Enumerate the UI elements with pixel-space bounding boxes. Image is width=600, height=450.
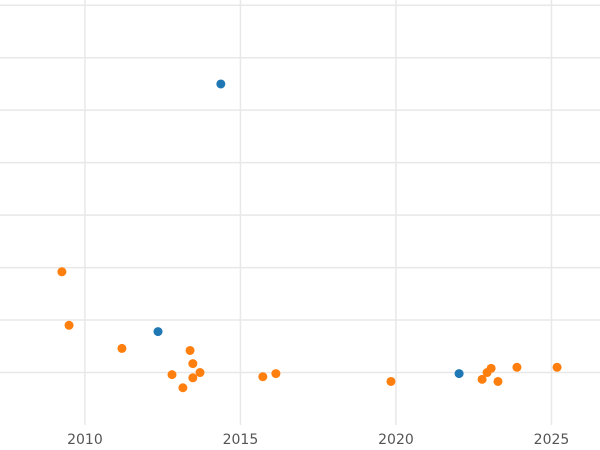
point: [216, 79, 226, 89]
point: [477, 374, 487, 384]
x-tick-label: 2010: [67, 432, 103, 448]
point: [552, 362, 562, 372]
point: [188, 373, 198, 383]
point: [64, 320, 74, 330]
point: [57, 267, 67, 277]
point: [271, 369, 281, 379]
point: [258, 372, 268, 382]
point: [195, 368, 205, 378]
x-tick-label: 2020: [378, 432, 414, 448]
point: [188, 359, 198, 369]
point: [386, 376, 396, 386]
point: [493, 376, 503, 386]
point: [512, 362, 522, 372]
x-tick-label: 2015: [223, 432, 259, 448]
point: [178, 383, 188, 393]
point: [153, 327, 163, 337]
point: [486, 363, 496, 373]
point: [167, 370, 177, 380]
point: [117, 343, 127, 353]
point: [454, 369, 464, 379]
x-tick-label: 2025: [534, 432, 570, 448]
point: [185, 345, 195, 355]
